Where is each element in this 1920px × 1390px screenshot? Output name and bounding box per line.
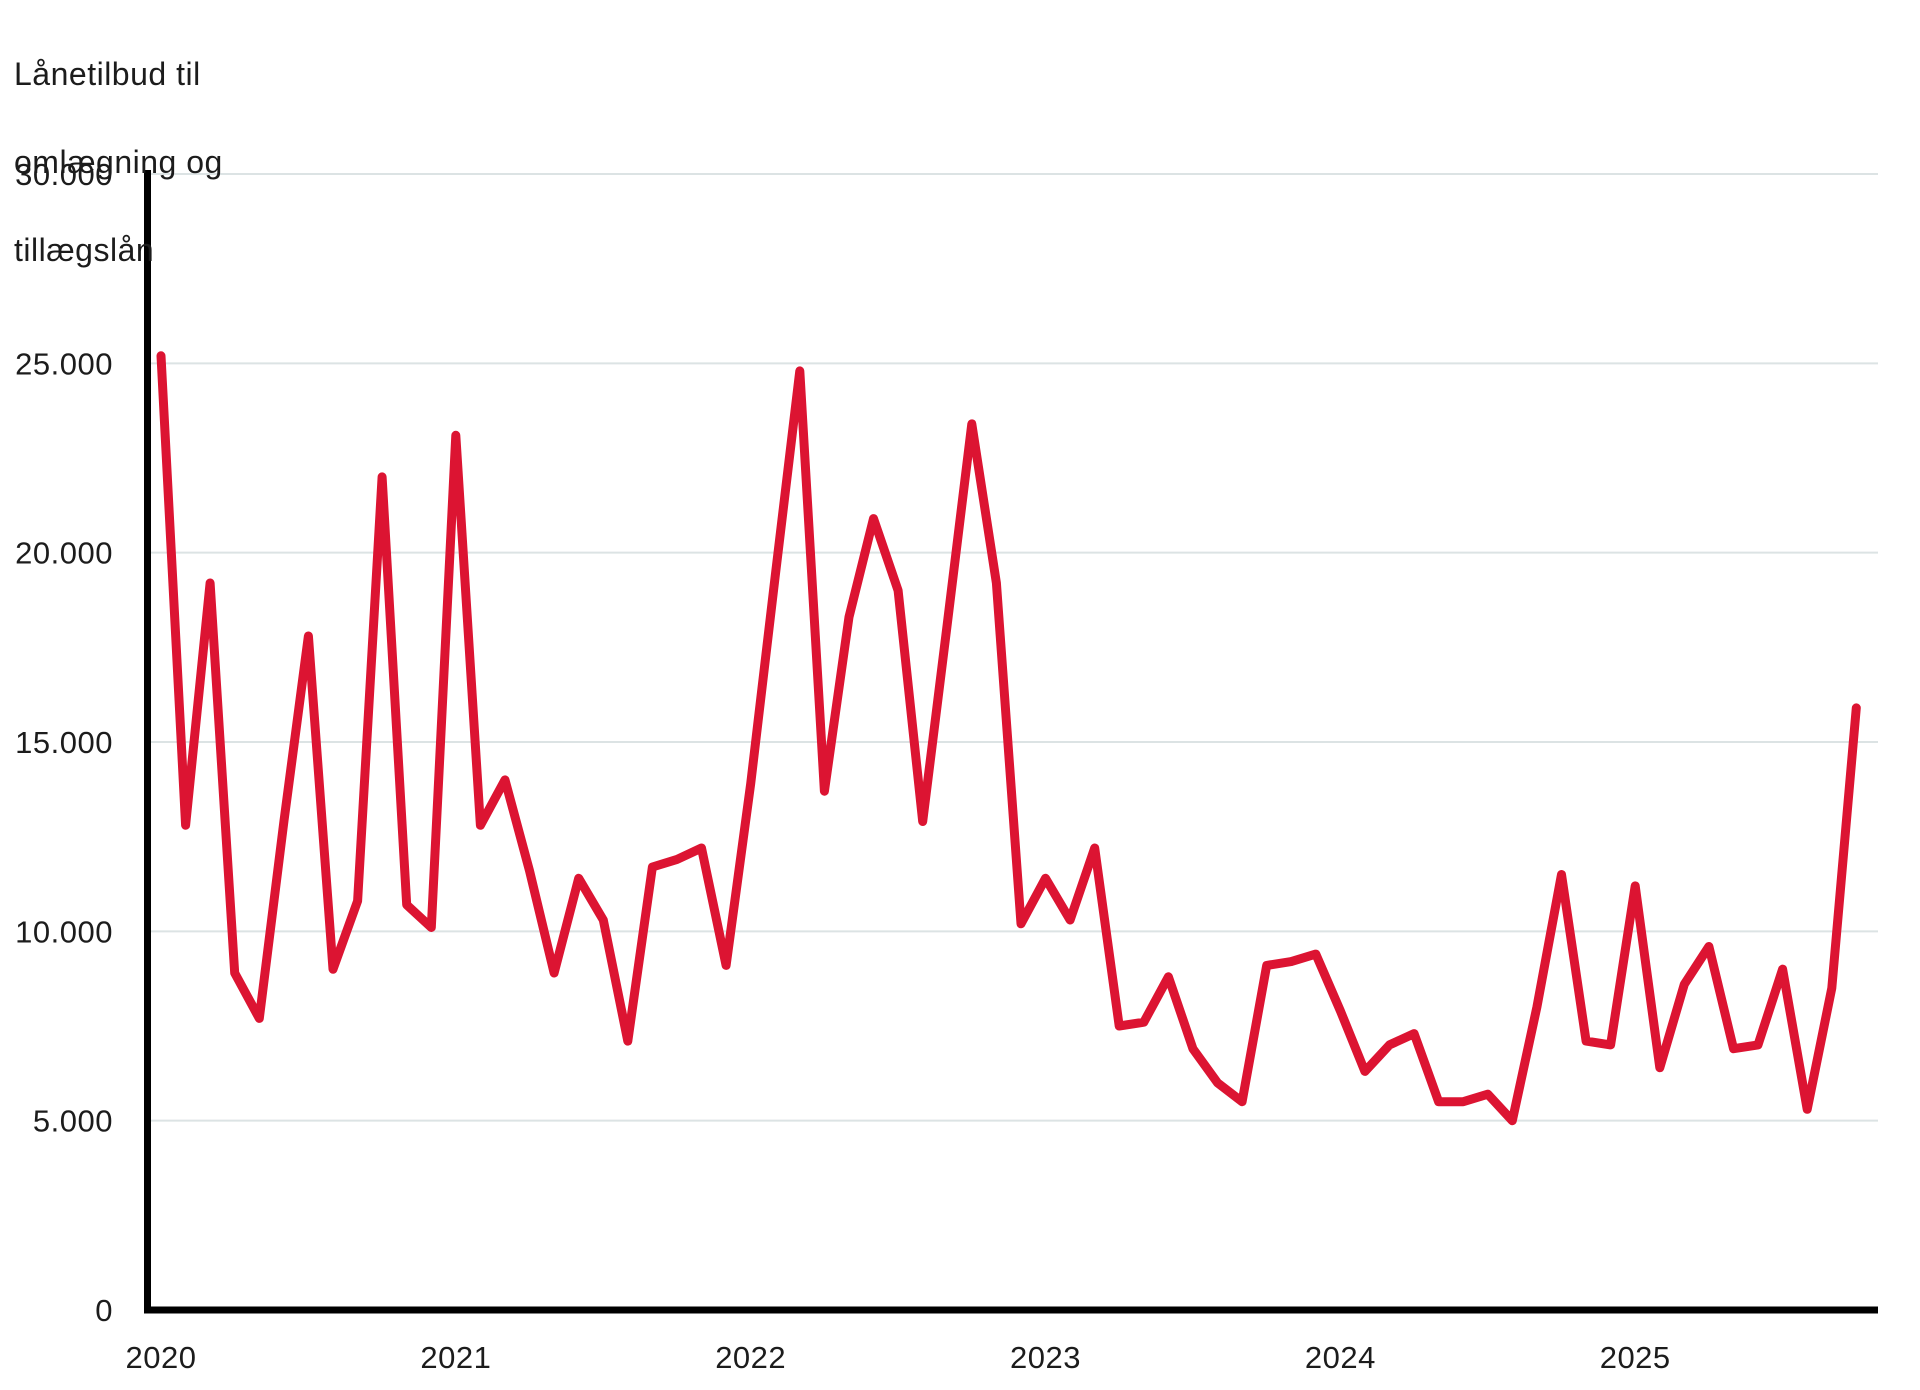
chart-title-line: Lånetilbud til [14,56,201,92]
y-tick-label: 5.000 [33,1104,113,1139]
x-tick-label: 2022 [715,1340,786,1375]
chart-title-line: tillægslån [14,232,155,268]
y-tick-label: 15.000 [15,725,113,760]
y-tick-label: 25.000 [15,346,113,381]
chart-title: Lånetilbud til omlægning og tillægslån [14,8,223,316]
y-tick-label: 10.000 [15,914,113,949]
x-tick-label: 2025 [1600,1340,1671,1375]
x-tick-label: 2024 [1305,1340,1376,1375]
x-tick-label: 2023 [1010,1340,1081,1375]
chart-title-line: omlægning og [14,144,223,180]
y-tick-label: 30.000 [15,157,113,192]
x-tick-label: 2020 [126,1340,197,1375]
y-tick-label: 20.000 [15,536,113,571]
data-line-series [156,351,1861,1126]
y-tick-label: 0 [95,1293,113,1328]
x-tick-label: 2021 [420,1340,491,1375]
